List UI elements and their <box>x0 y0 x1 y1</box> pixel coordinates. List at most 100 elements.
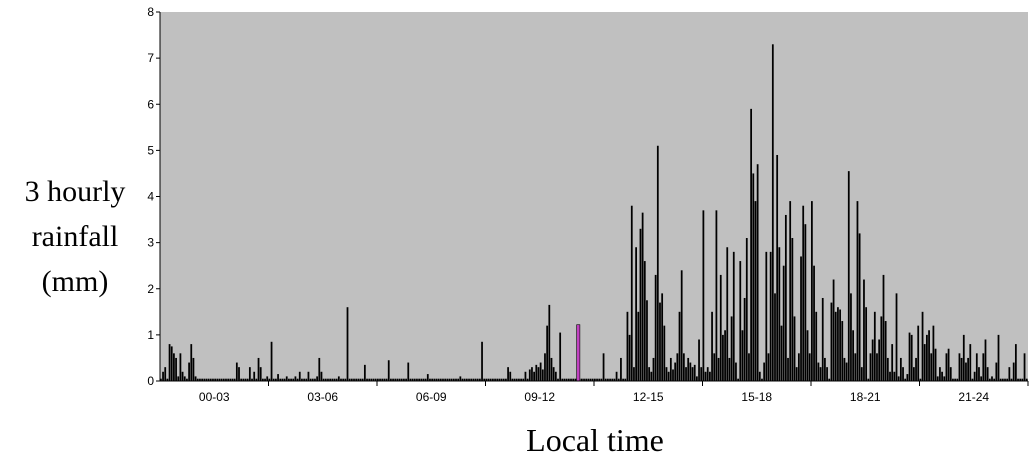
rain-bar <box>949 367 952 381</box>
rain-bar <box>478 378 481 381</box>
rain-bar <box>921 311 924 381</box>
rain-bar <box>585 378 588 381</box>
rain-bar <box>398 378 401 381</box>
rain-bar <box>513 378 516 381</box>
rain-bar <box>218 378 221 381</box>
rain-bar <box>802 205 805 381</box>
rain-bar <box>468 378 470 381</box>
rain-bar <box>231 378 234 381</box>
rain-bar <box>826 367 828 381</box>
rain-bar <box>845 362 848 381</box>
rain-bar <box>954 378 956 381</box>
rain-bar <box>767 353 770 381</box>
rain-bar <box>548 304 551 381</box>
rain-bar <box>965 362 967 381</box>
rain-bar <box>344 378 347 381</box>
rain-bar <box>201 378 203 381</box>
rain-bar <box>865 307 868 381</box>
rain-bar <box>620 357 622 381</box>
rain-bar <box>613 378 616 381</box>
rain-bar <box>719 274 722 381</box>
rain-bar <box>333 378 336 381</box>
rain-bar <box>780 325 783 381</box>
rain-bar <box>357 378 360 381</box>
rain-bar <box>815 311 818 381</box>
rain-bar <box>650 371 653 381</box>
rain-bar <box>611 378 614 381</box>
rain-bar <box>973 371 976 381</box>
rain-bar <box>331 378 334 381</box>
rain-bar <box>164 367 167 381</box>
rain-bar <box>967 357 970 381</box>
rain-bar <box>268 378 271 381</box>
rain-bar <box>196 378 199 381</box>
rain-bar <box>346 307 349 381</box>
rain-bar <box>1019 378 1022 381</box>
rain-bar <box>405 378 407 381</box>
rain-bar <box>748 353 750 381</box>
rain-bar <box>173 353 175 381</box>
rain-bar <box>897 376 900 381</box>
rain-bar <box>175 357 177 381</box>
rain-bar <box>978 367 980 381</box>
rain-bar <box>1017 378 1019 381</box>
rain-bar <box>587 378 590 381</box>
rain-bar <box>750 108 753 382</box>
rain-bar <box>847 171 850 381</box>
rain-bar <box>680 270 683 381</box>
rain-bar <box>435 378 438 381</box>
rain-bar <box>207 378 210 381</box>
rain-bar <box>255 378 258 381</box>
rain-bar <box>190 344 193 381</box>
rain-bar <box>383 378 386 381</box>
rain-bar <box>899 357 902 381</box>
rain-bar <box>539 362 542 381</box>
rain-bar <box>225 378 227 381</box>
rain-bar <box>941 371 943 381</box>
rain-bar <box>301 378 303 381</box>
rain-bar <box>782 265 785 381</box>
rain-bar <box>368 378 371 381</box>
rain-bar <box>244 378 247 381</box>
rain-bar <box>422 378 425 381</box>
x-tick-label: 15-18 <box>741 390 772 404</box>
y-tick-label: 6 <box>147 97 154 111</box>
rain-bar <box>487 378 490 381</box>
rain-bar <box>797 353 800 381</box>
rain-bar <box>387 360 390 381</box>
rain-bar <box>591 378 594 381</box>
rain-bar <box>261 378 264 381</box>
y-tick-label: 3 <box>147 236 154 250</box>
rain-bar <box>841 321 844 381</box>
rain-bar <box>233 378 236 381</box>
rain-bar <box>878 339 881 381</box>
rain-bar <box>700 367 703 381</box>
rain-bar <box>988 378 991 381</box>
rain-bar <box>392 378 394 381</box>
rain-bar <box>580 378 583 381</box>
rain-bar <box>177 376 180 381</box>
rain-bar <box>735 362 737 381</box>
rain-bar <box>893 371 896 381</box>
rain-bar <box>518 378 520 381</box>
rain-bar <box>819 367 822 381</box>
rain-bar <box>322 378 325 381</box>
rain-bar <box>654 274 657 381</box>
rain-bar <box>771 44 774 381</box>
rain-bar <box>359 378 362 381</box>
rain-bar <box>715 210 718 381</box>
rain-bar <box>1014 344 1017 381</box>
rain-bar <box>439 378 442 381</box>
x-tick-label: 09-12 <box>524 390 555 404</box>
rain-bar <box>498 378 501 381</box>
rain-bar <box>945 353 948 381</box>
highlight-bar <box>576 324 581 382</box>
rain-bar <box>932 325 935 381</box>
rain-bar <box>691 367 694 381</box>
rain-bar <box>288 378 290 381</box>
rain-bar <box>390 378 392 381</box>
rain-bar <box>320 371 323 381</box>
rain-bar <box>277 374 279 381</box>
rain-bar <box>995 362 998 381</box>
x-axis-label: Local time <box>526 422 664 458</box>
